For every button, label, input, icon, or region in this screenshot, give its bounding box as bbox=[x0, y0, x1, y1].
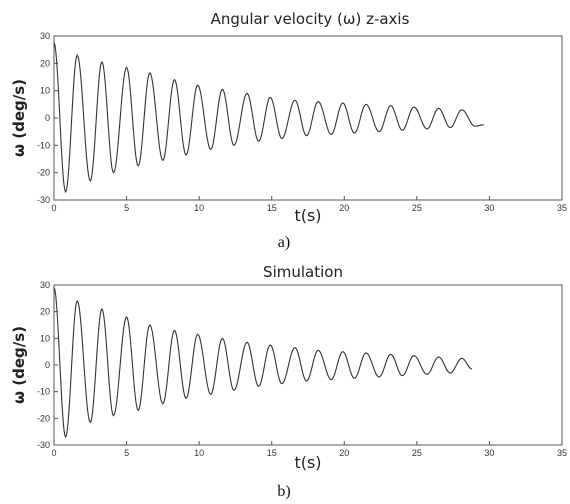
chart-b-y-tick-label: -20 bbox=[37, 413, 50, 423]
chart-a-x-label: t(s) bbox=[294, 206, 321, 225]
chart-a-x-tick-label: 20 bbox=[339, 203, 349, 213]
chart-b-y-tick-label: 10 bbox=[40, 333, 50, 343]
chart-a-title: Angular velocity (ω) z-axis bbox=[211, 10, 410, 28]
chart-b-x-tick-label: 10 bbox=[194, 448, 204, 458]
chart-b-x-tick-label: 35 bbox=[557, 448, 567, 458]
chart-a-y-tick-label: -10 bbox=[37, 140, 50, 150]
chart-b-caption: b) bbox=[277, 483, 290, 500]
chart-a-x-tick-label: 10 bbox=[194, 203, 204, 213]
chart-b-y-tick-label: 30 bbox=[40, 280, 50, 290]
chart-a-y-tick-label: 20 bbox=[40, 58, 50, 68]
chart-b-y-label: ω (deg/s) bbox=[10, 326, 28, 404]
chart-a-y-tick-label: 0 bbox=[45, 113, 50, 123]
chart-b-title: Simulation bbox=[263, 263, 343, 281]
chart-b-y-tick-label: 0 bbox=[45, 360, 50, 370]
chart-b: Simulation 0 5 10 15 20 25 30 35 30 20 10 0 -10 -20 -… bbox=[10, 263, 567, 500]
chart-b-x-tick-label: 5 bbox=[124, 448, 129, 458]
chart-a-x-tick-label: 30 bbox=[484, 203, 494, 213]
chart-a-y-ticks: 30 20 10 0 -10 -20 -30 bbox=[37, 31, 58, 205]
chart-a-caption: a) bbox=[278, 234, 290, 251]
chart-a-y-tick-label: 10 bbox=[40, 86, 50, 96]
chart-a-x-tick-label: 35 bbox=[557, 203, 567, 213]
chart-b-y-tick-label: -30 bbox=[37, 440, 50, 450]
chart-b-y-tick-label: -10 bbox=[37, 387, 50, 397]
chart-a: Angular velocity (ω) z-axis 0 5 10 15 20 25 30… bbox=[10, 10, 567, 251]
chart-b-series-line bbox=[53, 287, 473, 439]
chart-a-y-tick-label: -30 bbox=[37, 195, 50, 205]
chart-b-x-tick-label: 30 bbox=[484, 448, 494, 458]
chart-a-x-tick-label: 25 bbox=[412, 203, 422, 213]
chart-a-x-tick-label: 5 bbox=[124, 203, 129, 213]
chart-a-y-tick-label: 30 bbox=[40, 31, 50, 41]
chart-a-y-label: ω (deg/s) bbox=[10, 79, 28, 157]
chart-b-x-tick-label: 0 bbox=[51, 448, 56, 458]
chart-b-y-tick-label: 20 bbox=[40, 307, 50, 317]
chart-a-series-line bbox=[53, 42, 484, 194]
chart-a-x-ticks: 0 5 10 15 20 25 30 35 bbox=[51, 196, 567, 213]
chart-b-x-tick-label: 25 bbox=[412, 448, 422, 458]
chart-b-x-tick-label: 20 bbox=[339, 448, 349, 458]
chart-a-x-tick-label: 15 bbox=[267, 203, 277, 213]
chart-b-x-ticks: 0 5 10 15 20 25 30 35 bbox=[51, 441, 567, 458]
chart-a-x-tick-label: 0 bbox=[51, 203, 56, 213]
chart-b-plot-area bbox=[53, 284, 563, 446]
chart-b-x-tick-label: 15 bbox=[267, 448, 277, 458]
chart-a-plot-area bbox=[53, 35, 563, 201]
chart-b-y-ticks: 30 20 10 0 -10 -20 -30 bbox=[37, 280, 58, 450]
chart-a-y-tick-label: -20 bbox=[37, 168, 50, 178]
chart-b-x-label: t(s) bbox=[294, 453, 321, 472]
